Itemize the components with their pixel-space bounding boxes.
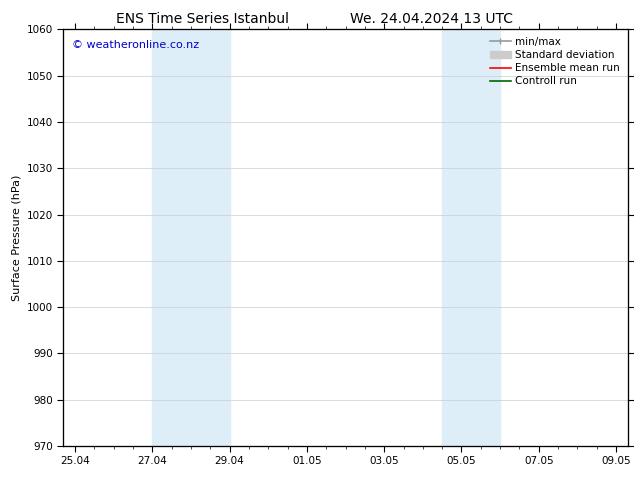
Text: We. 24.04.2024 13 UTC: We. 24.04.2024 13 UTC xyxy=(349,12,513,26)
Y-axis label: Surface Pressure (hPa): Surface Pressure (hPa) xyxy=(11,174,21,301)
Bar xyxy=(152,29,230,446)
Text: ENS Time Series Istanbul: ENS Time Series Istanbul xyxy=(117,12,289,26)
Legend: min/max, Standard deviation, Ensemble mean run, Controll run: min/max, Standard deviation, Ensemble me… xyxy=(488,35,622,89)
Text: © weatheronline.co.nz: © weatheronline.co.nz xyxy=(72,40,199,50)
Bar xyxy=(442,29,500,446)
